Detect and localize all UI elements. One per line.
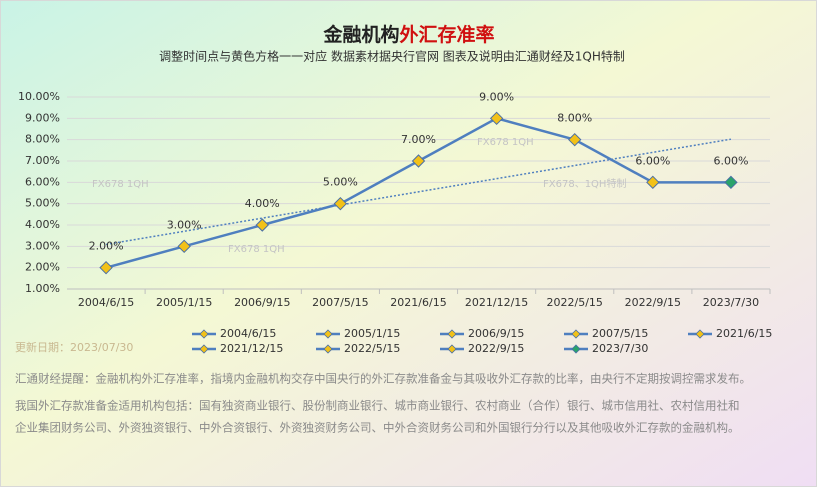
legend-marker — [323, 344, 333, 354]
point — [99, 260, 113, 275]
note: 企业集团财务公司、外资独资银行、中外合资银行、外资独资财务公司、中外合资财务公司… — [15, 421, 740, 435]
legend-marker — [323, 329, 333, 339]
y-tick-label: 10.00% — [18, 90, 60, 103]
x-tick-label: 2023/7/30 — [703, 296, 759, 309]
point — [489, 111, 504, 126]
y-tick-label: 8.00% — [25, 133, 60, 146]
update-date: 更新日期：2023/07/30 — [15, 340, 133, 354]
legend-marker — [695, 329, 705, 339]
legend-marker — [571, 344, 581, 354]
watermark: FX678 1QH — [92, 179, 149, 190]
point — [255, 218, 269, 232]
legend-marker — [199, 329, 209, 339]
legend-label: 2022/5/15 — [344, 342, 400, 355]
y-tick-label: 4.00% — [25, 218, 60, 231]
data-label: 6.00% — [713, 154, 748, 167]
watermark: FX678、1QH特制 — [543, 177, 626, 190]
x-tick-label: 2021/6/15 — [390, 296, 446, 309]
y-tick-label: 2.00% — [25, 261, 60, 274]
y-tick-label: 9.00% — [25, 111, 60, 124]
data-label: 3.00% — [167, 218, 202, 231]
data-label: 6.00% — [635, 154, 670, 167]
x-tick-label: 2022/5/15 — [547, 296, 603, 309]
data-label: 2.00% — [89, 240, 124, 253]
y-tick-label: 5.00% — [25, 197, 60, 210]
watermark: FX678 1QH — [477, 137, 534, 148]
legend-marker — [571, 329, 581, 339]
y-tick-label: 1.00% — [25, 282, 60, 295]
legend-marker — [199, 344, 209, 354]
trendline — [105, 138, 732, 246]
x-tick-label: 2005/1/15 — [156, 296, 212, 309]
legend-label: 2007/5/15 — [592, 327, 648, 340]
data-label: 5.00% — [323, 176, 358, 189]
x-tick-label: 2022/9/15 — [625, 296, 681, 309]
point — [333, 196, 348, 211]
point — [724, 175, 738, 190]
watermark: FX678 1QH — [228, 244, 285, 255]
chart-title: 金融机构外汇存准率 — [322, 23, 494, 46]
y-tick-label: 7.00% — [25, 154, 60, 167]
note: 我国外汇存款准备金适用机构包括：国有独资商业银行、股份制商业银行、城市商业银行、… — [15, 399, 740, 413]
point — [177, 239, 191, 254]
point — [568, 132, 582, 147]
legend-label: 2005/1/15 — [344, 327, 400, 340]
x-tick-label: 2006/9/15 — [234, 296, 290, 309]
data-label: 7.00% — [401, 133, 436, 146]
data-label: 8.00% — [557, 112, 592, 125]
legend-label: 2004/6/15 — [220, 327, 276, 340]
point — [646, 175, 660, 190]
x-tick-label: 2007/5/15 — [312, 296, 368, 309]
legend-label: 2023/7/30 — [592, 342, 648, 355]
y-tick-label: 6.00% — [25, 175, 60, 188]
legend-label: 2006/9/15 — [468, 327, 524, 340]
data-label: 9.00% — [479, 90, 514, 103]
legend-label: 2021/6/15 — [716, 327, 772, 340]
subtitle: 调整时间点与黄色方格一一对应 数据素材据央行官网 图表及说明由汇通财经及1QH特… — [159, 49, 625, 64]
y-tick-label: 3.00% — [25, 239, 60, 252]
data-label: 4.00% — [245, 197, 280, 210]
legend-label: 2022/9/15 — [468, 342, 524, 355]
x-tick-label: 2004/6/15 — [78, 296, 134, 309]
note: 汇通财经提醒：金融机构外汇存准率，指境内金融机构交存中国央行的外汇存款准备金与其… — [15, 372, 751, 386]
legend-marker — [447, 344, 457, 354]
title-part: 外汇存准率 — [400, 23, 495, 46]
legend-marker — [447, 329, 457, 339]
x-tick-label: 2021/12/15 — [465, 296, 528, 309]
point — [411, 154, 426, 168]
legend-label: 2021/12/15 — [220, 342, 283, 355]
title-part: 金融机构 — [322, 23, 399, 46]
